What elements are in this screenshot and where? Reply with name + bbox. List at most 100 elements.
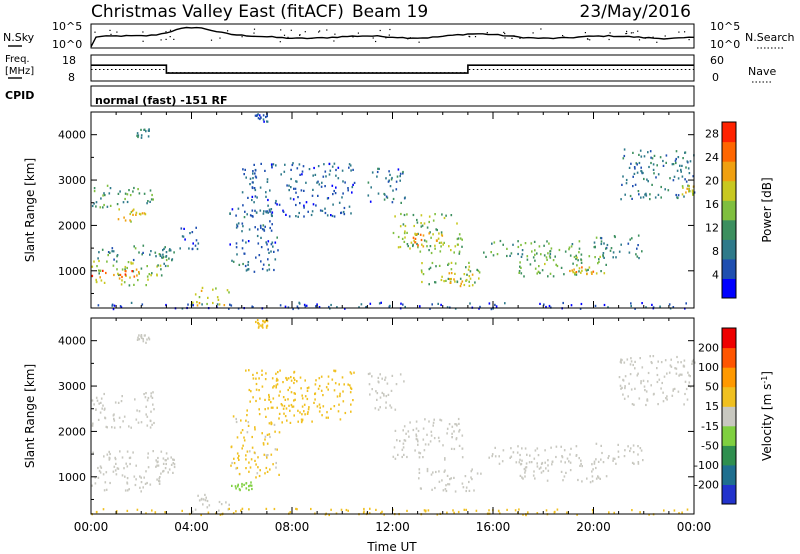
data-cell <box>572 262 574 265</box>
data-cell <box>129 276 131 279</box>
data-cell <box>421 224 424 227</box>
data-cell <box>268 395 270 398</box>
data-cell <box>306 412 309 415</box>
data-cell <box>451 425 454 428</box>
colorbar-tick-label: 12 <box>705 222 719 235</box>
data-cell <box>629 447 632 450</box>
data-cell <box>328 305 330 309</box>
nsky-dot <box>684 31 686 33</box>
data-cell <box>524 471 526 474</box>
data-cell <box>127 261 130 264</box>
data-cell <box>259 209 262 212</box>
data-cell <box>407 430 410 433</box>
data-cell <box>455 437 458 440</box>
data-cell <box>269 435 271 439</box>
data-cell <box>109 204 112 207</box>
data-cell <box>461 434 464 437</box>
data-cell <box>682 364 685 367</box>
data-cell <box>252 177 254 180</box>
data-cell <box>488 302 491 305</box>
data-cell <box>342 192 344 195</box>
data-cell <box>188 247 190 250</box>
data-cell <box>600 270 602 273</box>
data-cell <box>536 447 539 450</box>
data-cell <box>447 483 449 486</box>
nsky-dot <box>626 32 628 34</box>
data-cell <box>118 208 120 211</box>
data-cell <box>454 245 457 248</box>
data-cell <box>153 421 155 425</box>
data-cell <box>282 209 284 212</box>
data-cell <box>636 171 639 174</box>
data-cell <box>670 365 673 368</box>
data-cell <box>230 304 233 307</box>
data-cell <box>236 466 239 470</box>
data-cell <box>672 389 674 392</box>
nsky-dot <box>94 31 96 33</box>
data-cell <box>620 359 622 362</box>
data-cell <box>264 225 266 228</box>
data-cell <box>147 200 149 203</box>
data-cell <box>187 303 189 306</box>
data-cell <box>368 383 371 386</box>
data-cell <box>259 397 261 400</box>
data-cell <box>320 375 323 378</box>
data-cell <box>123 415 126 418</box>
data-cell <box>584 268 587 271</box>
data-cell <box>569 254 572 257</box>
data-cell <box>255 399 257 403</box>
data-cell <box>458 422 460 425</box>
data-cell <box>404 224 407 228</box>
data-cell <box>260 324 262 327</box>
y-tick-label: 1000 <box>58 471 86 484</box>
data-cell <box>304 305 307 308</box>
data-cell <box>265 241 267 244</box>
data-cell <box>622 157 625 160</box>
data-cell <box>692 175 694 178</box>
data-cell <box>512 243 514 246</box>
data-cell <box>334 382 337 385</box>
data-cell <box>560 266 563 269</box>
data-cell <box>576 264 578 267</box>
data-cell <box>547 464 549 467</box>
freq-left-tick-bottom: 8 <box>68 71 75 84</box>
nsky-dot <box>418 41 420 43</box>
data-cell <box>260 236 262 239</box>
data-cell <box>104 416 106 419</box>
data-cell <box>390 178 393 181</box>
data-cell <box>146 275 149 278</box>
data-cell <box>135 211 138 214</box>
data-cell <box>402 172 404 175</box>
data-cell <box>521 476 523 479</box>
data-cell <box>124 197 126 201</box>
data-cell <box>630 302 632 305</box>
data-cell <box>273 250 275 253</box>
data-cell <box>657 360 659 363</box>
data-cell <box>524 475 526 478</box>
data-cell <box>402 303 404 306</box>
data-cell <box>369 302 372 305</box>
data-cell <box>318 403 321 406</box>
data-cell <box>267 407 269 410</box>
data-cell <box>605 475 608 478</box>
data-cell <box>347 189 349 192</box>
data-cell <box>668 371 671 374</box>
data-cell <box>333 189 335 193</box>
data-cell <box>160 450 163 453</box>
data-cell <box>530 242 533 245</box>
nsky-dot <box>219 37 221 39</box>
data-cell <box>517 445 519 448</box>
data-cell <box>643 385 646 388</box>
data-cell <box>612 457 615 460</box>
nsky-dot <box>142 31 144 33</box>
data-cell <box>254 226 256 229</box>
data-cell <box>113 304 116 307</box>
data-cell <box>657 403 659 406</box>
data-cell <box>592 468 594 471</box>
data-cell <box>494 303 496 306</box>
y-tick-label: 1000 <box>58 265 86 278</box>
data-cell <box>360 303 363 306</box>
data-cell <box>578 247 581 250</box>
data-cell <box>132 262 134 265</box>
data-cell <box>641 302 643 305</box>
